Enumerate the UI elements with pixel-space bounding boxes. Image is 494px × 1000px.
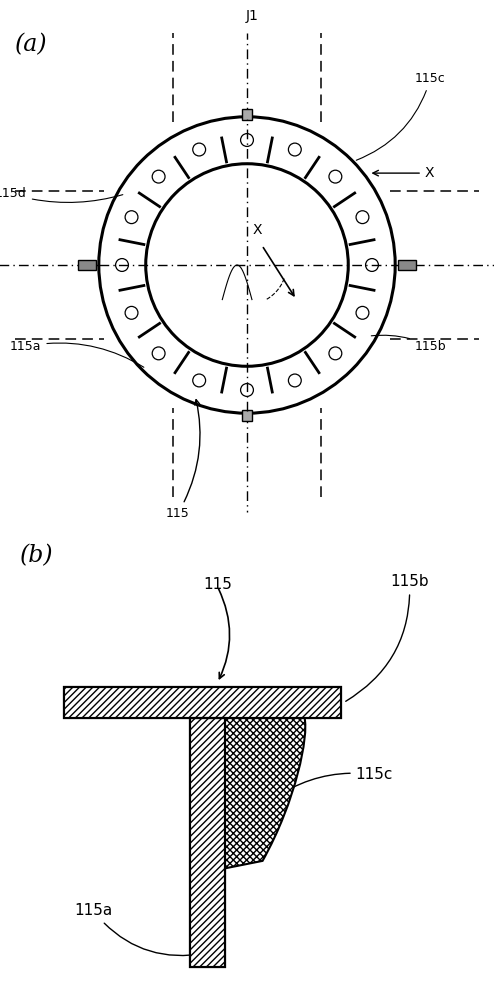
Bar [64, 687, 341, 718]
Text: 115c: 115c [273, 767, 393, 799]
Bar [64, 687, 341, 718]
Text: 115: 115 [203, 577, 232, 592]
Text: 115b: 115b [371, 335, 447, 353]
Bar [78, 260, 96, 270]
Text: X: X [252, 223, 262, 237]
Text: J1: J1 [246, 9, 258, 23]
Text: X: X [373, 166, 434, 180]
Text: 115c: 115c [356, 72, 446, 160]
Bar [398, 260, 416, 270]
Bar [190, 718, 225, 967]
Text: (a): (a) [15, 33, 47, 56]
Bar [242, 109, 252, 120]
Bar [242, 410, 252, 421]
Text: 115a: 115a [74, 903, 205, 956]
Bar [190, 718, 225, 967]
Bar [190, 718, 225, 967]
Circle shape [99, 117, 395, 413]
Bar [64, 687, 341, 718]
Text: 115a: 115a [10, 340, 144, 367]
PathPatch shape [225, 718, 305, 868]
Bar [64, 687, 341, 718]
Bar [190, 718, 225, 967]
Circle shape [146, 164, 348, 366]
Text: 115d: 115d [0, 187, 123, 202]
Text: (b): (b) [20, 544, 53, 567]
Text: 115b: 115b [346, 574, 429, 701]
Bar [190, 718, 225, 967]
Text: 115: 115 [166, 400, 200, 520]
Text: C5: C5 [213, 293, 232, 307]
Bar [64, 687, 341, 718]
